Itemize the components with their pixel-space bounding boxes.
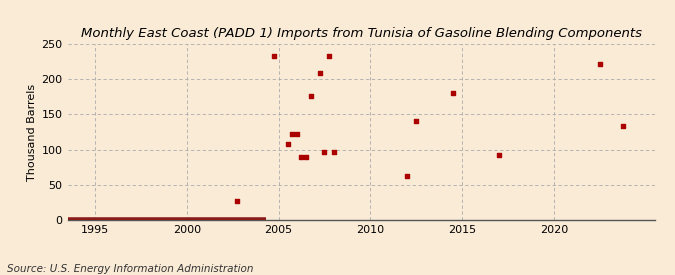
Point (292, 132, 302, 136)
Point (315, 71, 325, 75)
Point (296, 155, 307, 159)
Point (269, 54, 279, 58)
Point (323, 54, 334, 58)
Title: Monthly East Coast (PADD 1) Imports from Tunisia of Gasoline Blending Components: Monthly East Coast (PADD 1) Imports from… (80, 27, 642, 40)
Text: Source: U.S. Energy Information Administration: Source: U.S. Energy Information Administ… (7, 264, 253, 274)
Point (305, 94, 316, 98)
Point (594, 62, 605, 67)
Point (617, 124, 628, 129)
Point (282, 142, 293, 146)
Point (319, 150, 330, 155)
Y-axis label: Thousand Barrels: Thousand Barrels (28, 83, 37, 181)
Point (232, 199, 242, 203)
Point (328, 150, 339, 154)
Point (402, 174, 412, 178)
Point (493, 152, 504, 157)
Point (287, 132, 298, 136)
Point (448, 90, 458, 95)
Point (411, 119, 422, 123)
Point (300, 155, 311, 159)
